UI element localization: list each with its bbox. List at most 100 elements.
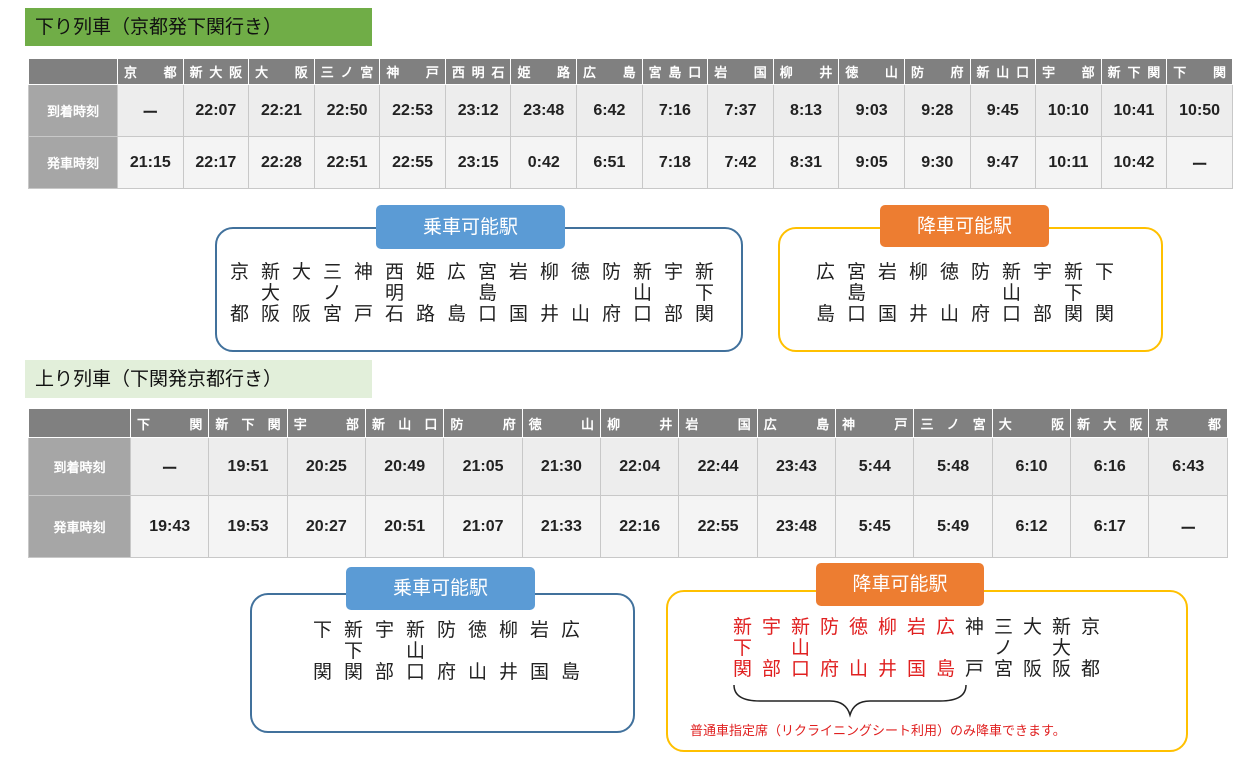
time-cell: 20:27 xyxy=(286,495,367,558)
station-name: 広 島 xyxy=(815,261,835,325)
time-cell: 9:03 xyxy=(838,84,905,137)
time-cell: 8:31 xyxy=(772,136,840,189)
time-cell: 21:33 xyxy=(521,495,602,558)
up-train-title: 上り列車（下関発京都行き） xyxy=(25,360,372,398)
station-name: 防 府 xyxy=(601,261,621,325)
down-alighting-label: 降車可能駅 xyxy=(880,205,1049,247)
station-header: 宇部 xyxy=(286,408,367,438)
time-cell: 6:17 xyxy=(1070,495,1150,558)
time-cell: 5:44 xyxy=(835,437,915,496)
time-cell: 7:18 xyxy=(641,136,709,189)
row-label: 発車時刻 xyxy=(28,136,118,189)
time-cell: 23:48 xyxy=(756,495,837,558)
down-alighting-stations: 広 島宮島口岩 国柳 井徳 山防 府新山口宇 部新下関下 関 xyxy=(813,262,1117,325)
time-cell: ー xyxy=(129,437,210,496)
time-cell: ー xyxy=(117,84,184,137)
time-cell: 22:55 xyxy=(379,136,446,189)
time-cell: 23:12 xyxy=(444,84,512,137)
station-name: 新下関 xyxy=(694,261,714,325)
time-cell: 19:43 xyxy=(129,495,210,558)
time-cell: 22:51 xyxy=(313,136,381,189)
time-cell: 10:42 xyxy=(1100,136,1168,189)
station-name: 柳 井 xyxy=(877,616,897,680)
station-header: 新下関 xyxy=(1100,58,1168,85)
row-label: 到着時刻 xyxy=(28,437,131,496)
time-cell: 6:16 xyxy=(1070,437,1150,496)
time-cell: 6:10 xyxy=(991,437,1072,496)
time-cell: 19:51 xyxy=(208,437,288,496)
time-cell: 21:30 xyxy=(521,437,602,496)
station-header: 三ノ宮 xyxy=(313,58,381,85)
time-cell: 9:47 xyxy=(969,136,1037,189)
station-name: 宮島口 xyxy=(477,261,497,325)
time-cell: 7:42 xyxy=(707,136,774,189)
station-name: 新大阪 xyxy=(260,261,280,325)
station-name: 西明石 xyxy=(384,261,404,325)
time-cell: 23:48 xyxy=(510,84,578,137)
station-name: 神 戸 xyxy=(964,616,984,680)
station-name: 防 府 xyxy=(436,619,456,683)
station-name: 下 関 xyxy=(1094,261,1114,325)
time-cell: 7:16 xyxy=(641,84,709,137)
station-header: 新下関 xyxy=(208,408,288,438)
station-header: 三ノ宮 xyxy=(913,408,993,438)
station-header: 広島 xyxy=(756,408,837,438)
time-cell: 5:49 xyxy=(913,495,993,558)
time-cell: 22:07 xyxy=(182,84,250,137)
station-name: 下 関 xyxy=(312,619,332,683)
station-name: 三ノ宮 xyxy=(322,261,342,325)
up-boarding-stations: 下 関新下関宇 部新山口防 府徳 山柳 井岩 国広 島 xyxy=(310,620,583,683)
station-name: 大 阪 xyxy=(291,261,311,325)
time-cell: 20:51 xyxy=(365,495,445,558)
station-name: 新大阪 xyxy=(1051,616,1071,680)
corner-cell xyxy=(28,408,131,438)
station-header: 徳山 xyxy=(838,58,905,85)
up-boarding-label: 乗車可能駅 xyxy=(346,567,535,610)
time-cell: 10:10 xyxy=(1035,84,1102,137)
station-header: 京都 xyxy=(117,58,184,85)
station-header: 神戸 xyxy=(835,408,915,438)
station-header: 防府 xyxy=(903,58,971,85)
time-cell: ー xyxy=(1166,136,1233,189)
down-boarding-stations: 京 都新大阪大 阪三ノ宮神 戸西明石姫 路広 島宮島口岩 国柳 井徳 山防 府新… xyxy=(227,262,717,325)
station-header: 下関 xyxy=(129,408,210,438)
station-name: 新山口 xyxy=(405,619,425,683)
time-cell: 5:45 xyxy=(835,495,915,558)
time-cell: 21:05 xyxy=(443,437,523,496)
station-name: 徳 山 xyxy=(467,619,487,683)
time-cell: 20:25 xyxy=(286,437,367,496)
station-header: 大阪 xyxy=(248,58,315,85)
time-cell: 6:51 xyxy=(576,136,643,189)
station-name: 新山口 xyxy=(632,261,652,325)
station-name: 広 島 xyxy=(446,261,466,325)
station-name: 広 島 xyxy=(935,616,955,680)
row-label: 到着時刻 xyxy=(28,84,118,137)
time-cell: 22:16 xyxy=(600,495,680,558)
station-name: 徳 山 xyxy=(570,261,590,325)
time-cell: 23:43 xyxy=(756,437,837,496)
station-name: 京 都 xyxy=(1080,616,1100,680)
station-name: 防 府 xyxy=(970,261,990,325)
station-name: 大 阪 xyxy=(1022,616,1042,680)
time-cell: 10:11 xyxy=(1035,136,1102,189)
time-cell: 9:28 xyxy=(903,84,971,137)
time-cell: 20:49 xyxy=(365,437,445,496)
station-header: 新山口 xyxy=(969,58,1037,85)
station-header: 大阪 xyxy=(991,408,1072,438)
station-name: 三ノ宮 xyxy=(993,616,1013,680)
station-header: 広島 xyxy=(576,58,643,85)
station-name: 防 府 xyxy=(819,616,839,680)
station-name: 宮島口 xyxy=(846,261,866,325)
time-cell: 9:05 xyxy=(838,136,905,189)
time-cell: 22:44 xyxy=(678,437,758,496)
time-cell: 19:53 xyxy=(208,495,288,558)
time-cell: 8:13 xyxy=(772,84,840,137)
station-header: 下関 xyxy=(1166,58,1233,85)
station-name: 岩 国 xyxy=(529,619,549,683)
time-cell: 23:15 xyxy=(444,136,512,189)
station-name: 宇 部 xyxy=(663,261,683,325)
station-name: 宇 部 xyxy=(374,619,394,683)
time-cell: 22:04 xyxy=(600,437,680,496)
station-header: 新大阪 xyxy=(1070,408,1150,438)
station-header: 柳井 xyxy=(772,58,840,85)
